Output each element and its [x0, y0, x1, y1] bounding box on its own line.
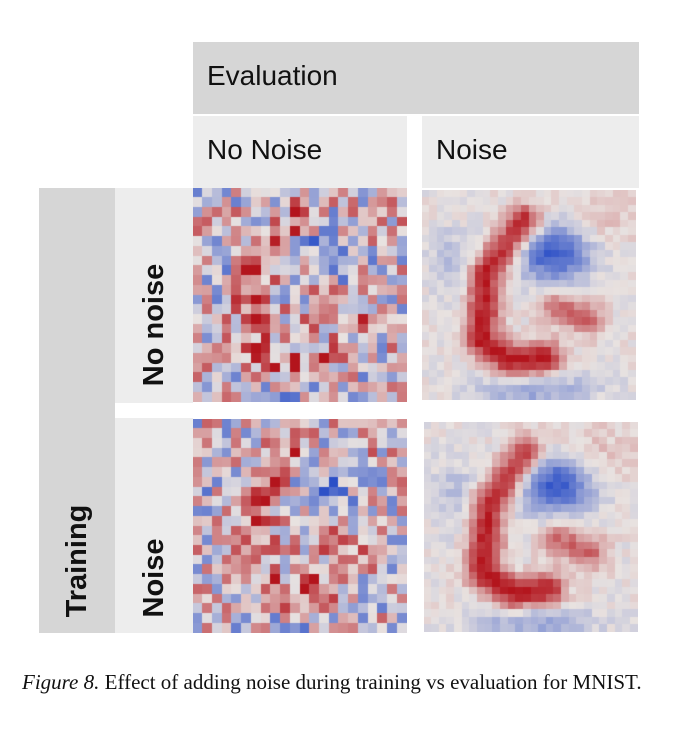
- col-header-no-noise: No Noise: [193, 116, 407, 188]
- col-header-noise-label: Noise: [436, 134, 508, 165]
- heatmap-train-no-noise-eval-no-noise: [193, 188, 407, 402]
- evaluation-header: Evaluation: [193, 42, 639, 114]
- row-header-noise-label: Noise: [138, 538, 170, 618]
- col-header-no-noise-label: No Noise: [207, 134, 323, 165]
- training-header-label: Training: [61, 504, 93, 618]
- training-header: [39, 188, 115, 633]
- row-header-noise: [115, 418, 193, 633]
- row-header-no-noise: [115, 188, 193, 403]
- evaluation-header-label: Evaluation: [207, 60, 338, 91]
- figure-caption: Figure 8. Effect of adding noise during …: [22, 668, 662, 696]
- heatmap-train-noise-eval-noise: [424, 422, 638, 632]
- caption-label: Figure 8.: [22, 670, 100, 694]
- heatmap-train-no-noise-eval-noise: [422, 190, 636, 400]
- col-header-noise: Noise: [422, 116, 639, 188]
- heatmap-train-noise-eval-no-noise: [193, 419, 407, 633]
- caption-text: Effect of adding noise during training v…: [99, 670, 642, 694]
- row-header-no-noise-label: No noise: [138, 263, 170, 387]
